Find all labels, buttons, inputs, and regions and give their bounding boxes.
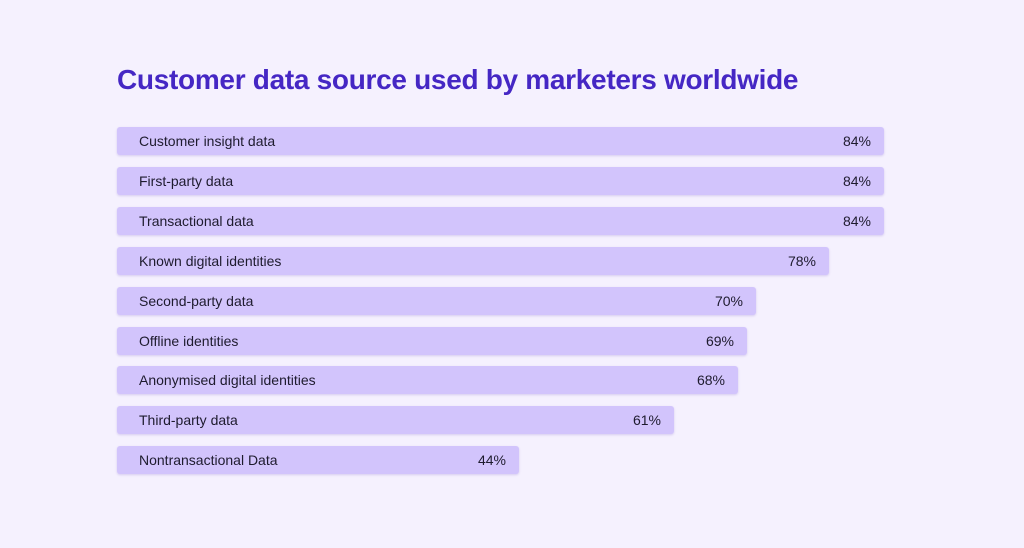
bar-value-label: 70% <box>714 293 743 309</box>
bar: Anonymised digital identities 68% <box>117 366 738 394</box>
bar: Known digital identities 78% <box>117 247 829 275</box>
bar: Offline identities 69% <box>117 327 747 355</box>
bar-category-label: Nontransactional Data <box>139 452 278 468</box>
bar-value-label: 68% <box>696 372 725 388</box>
bar-category-label: Second-party data <box>139 293 254 309</box>
bar-value-label: 69% <box>705 333 734 349</box>
bar-category-label: Known digital identities <box>139 253 282 269</box>
bar: First-party data 84% <box>117 167 884 195</box>
bar: Third-party data 61% <box>117 406 674 434</box>
bar-category-label: Offline identities <box>139 333 239 349</box>
bar: Transactional data 84% <box>117 207 884 235</box>
bar-value-label: 61% <box>632 412 661 428</box>
bar-value-label: 84% <box>842 133 871 149</box>
bar-category-label: First-party data <box>139 173 234 189</box>
bar-category-label: Customer insight data <box>139 133 276 149</box>
chart-title: Customer data source used by marketers w… <box>117 64 799 95</box>
bar: Second-party data 70% <box>117 287 756 315</box>
bar: Customer insight data 84% <box>117 127 884 155</box>
bar: Nontransactional Data 44% <box>117 446 519 474</box>
bar-category-label: Anonymised digital identities <box>139 372 316 388</box>
bar-value-label: 84% <box>842 173 871 189</box>
bar-value-label: 78% <box>787 253 816 269</box>
bar-value-label: 84% <box>842 213 871 229</box>
bar-chart: Customer insight data 84% First-party data… <box>117 0 884 548</box>
bar-category-label: Transactional data <box>139 213 254 229</box>
bar-value-label: 44% <box>477 452 506 468</box>
bar-category-label: Third-party data <box>139 412 238 428</box>
